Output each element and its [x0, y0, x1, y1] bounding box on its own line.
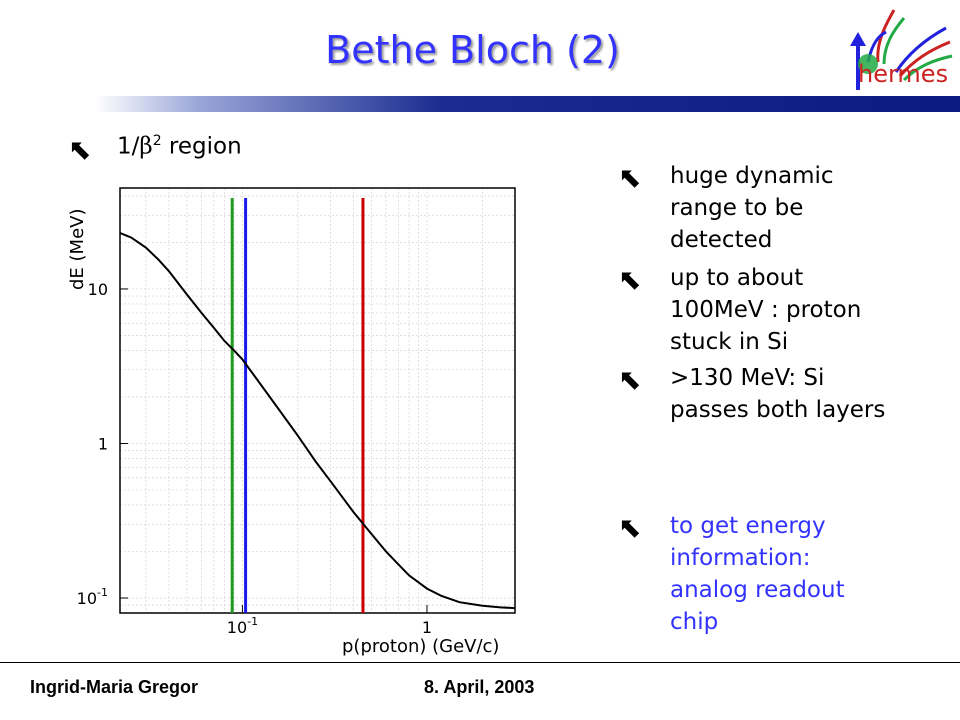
bullet-line: 100MeV : proton: [670, 297, 862, 323]
right-bullet-text-0: huge dynamic range to be detected: [670, 160, 834, 256]
hermes-logo: hermes: [838, 2, 956, 94]
bullet-icon: ⬉: [68, 133, 92, 166]
bullet-line: passes both layers: [670, 397, 886, 423]
logo-text: hermes: [858, 60, 948, 88]
plot-frame: [119, 187, 516, 614]
right-bullet-text-1: up to about 100MeV : proton stuck in Si: [670, 262, 861, 358]
right-bullet-text-3: to get energy information: analog readout c…: [670, 510, 845, 638]
y-tick-labels: 10 1 10-1: [77, 280, 128, 608]
y-tick-label: 1: [98, 434, 108, 453]
bullet-line: up to about: [670, 265, 804, 291]
footer-divider: [0, 662, 960, 663]
x-tick-label: 1: [422, 618, 432, 637]
x-tick-label: 10-1: [227, 615, 258, 637]
bullet-line: huge dynamic: [670, 163, 834, 189]
bullet-icon: ⬉: [618, 511, 642, 544]
right-bullet-text-2: >130 MeV: Si passes both layers: [670, 362, 885, 426]
hermes-logo-graphic: hermes: [850, 9, 953, 90]
dedx-curve: [119, 232, 516, 610]
bullet-icon: ⬉: [618, 161, 642, 194]
x-tick-labels: 10-1 1: [227, 605, 432, 637]
footer-author: Ingrid-Maria Gregor: [30, 677, 199, 697]
bullet-line: to get energy: [670, 513, 826, 539]
y-tick-label: 10: [88, 280, 108, 299]
bullet-line: detected: [670, 227, 773, 253]
bullet-line: >130 MeV: Si: [670, 365, 825, 391]
left-bullet-prefix: 1/: [117, 133, 140, 160]
bullet-line: stuck in Si: [670, 329, 789, 355]
beta-exponent: 2: [152, 133, 162, 149]
bullet-icon: ⬉: [618, 363, 642, 396]
left-bullet-text: 1/β2 region: [117, 133, 242, 160]
bullet-line: range to be: [670, 195, 804, 221]
y-axis-label: dE (MeV): [67, 209, 88, 290]
bullet-line: analog readout: [670, 577, 845, 603]
chart-grid: [120, 188, 516, 614]
header-bar: [95, 96, 960, 112]
bullet-icon: ⬉: [618, 263, 642, 296]
marker-lines: [230, 198, 365, 613]
y-tick-label: 10-1: [77, 586, 108, 608]
slide-title: Bethe Bloch (2): [325, 28, 620, 72]
left-bullet-suffix: region: [161, 133, 242, 160]
bullet-line: chip: [670, 609, 719, 635]
footer-date: 8. April, 2003: [424, 677, 535, 697]
x-axis-label: p(proton) (GeV/c): [342, 636, 499, 657]
bullet-line: information:: [670, 545, 811, 571]
beta-symbol: β: [139, 133, 153, 160]
